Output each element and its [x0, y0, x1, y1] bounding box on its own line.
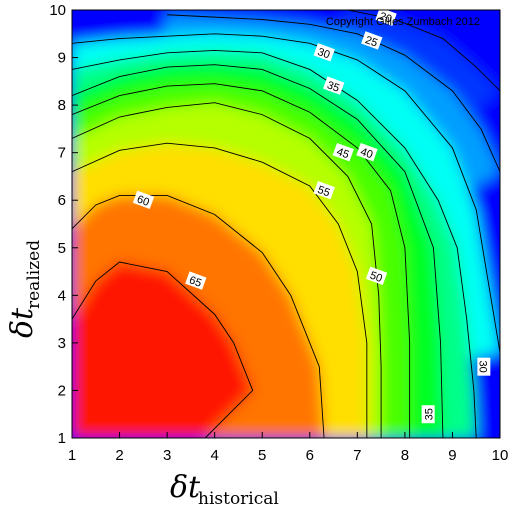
x-tick-label: 3 [163, 447, 171, 464]
contour-label-extra-0-text: 30 [476, 361, 488, 373]
contour-label-60-bg [132, 190, 155, 209]
x-tick-label: 10 [492, 447, 509, 464]
contour-label-extra-1: 35 [421, 405, 436, 424]
y-axis-ticks: 1 2 3 4 5 6 7 8 9 10 [49, 2, 78, 447]
x-tick-label: 5 [258, 447, 266, 464]
contour-line-40 [72, 64, 444, 438]
contour-label-30: 30 [313, 43, 335, 62]
contour-label-30-text: 30 [316, 46, 332, 61]
contour-label-65: 65 [185, 271, 207, 290]
contour-labels: 65 60 55 50 45 40 35 30 25 20 30 35 [132, 7, 491, 424]
plot-frame [71, 9, 501, 439]
contour-label-extra-0: 30 [476, 357, 491, 376]
contour-line-60 [72, 195, 325, 438]
copyright-annotation: Copyright Gilles Zumbach 2012 [326, 16, 480, 28]
contour-line-65 [72, 261, 254, 438]
y-tick-label: 8 [58, 97, 66, 114]
x-tick-label: 2 [115, 447, 123, 464]
contour-label-45-text: 45 [335, 146, 351, 161]
contour-line-35 [72, 49, 477, 438]
contour-lines [72, 10, 500, 438]
contour-line-45 [72, 83, 411, 438]
y-tick-label: 5 [58, 240, 66, 257]
y-axis-label: δt realized [5, 240, 44, 338]
y-tick-label: 1 [58, 430, 66, 447]
x-tick-label: 7 [353, 447, 361, 464]
contour-label-20-text: 20 [378, 10, 394, 25]
contour-label-55-text: 55 [316, 184, 332, 199]
contour-label-40: 40 [356, 143, 378, 162]
x-axis-label: δt historical [170, 470, 279, 509]
contour-label-extra-1-bg [421, 405, 435, 424]
x-axis-label-main: δt [170, 470, 201, 505]
contour-label-extra-1-text: 35 [424, 408, 436, 420]
x-axis-ticks: 1 2 3 4 5 6 7 8 9 10 [68, 432, 509, 464]
contour-label-25-text: 25 [363, 34, 379, 49]
y-tick-label: 6 [58, 192, 66, 209]
contour-label-55-bg [313, 181, 335, 200]
y-axis-label-main: δt [5, 307, 40, 338]
contour-label-60: 60 [132, 190, 155, 209]
y-tick-label: 4 [58, 287, 66, 304]
contour-label-50-bg [365, 266, 388, 286]
contour-line-55 [72, 142, 368, 438]
contour-line-25 [167, 14, 500, 172]
contour-label-25: 25 [361, 31, 383, 50]
y-tick-label: 3 [58, 335, 66, 352]
heatmap-surface [72, 10, 500, 438]
contour-label-extra-0-bg [477, 357, 491, 376]
y-tick-label: 9 [58, 50, 66, 67]
x-tick-label: 8 [401, 447, 409, 464]
contour-label-45-bg [332, 143, 354, 162]
contour-band-65 [72, 262, 253, 438]
x-tick-label: 6 [306, 447, 314, 464]
contour-label-20: 20 [375, 7, 397, 26]
contour-label-40-bg [356, 143, 378, 162]
contour-label-55: 55 [313, 181, 335, 200]
contour-label-40-text: 40 [359, 146, 375, 161]
y-axis-label-subscript: realized [24, 240, 44, 309]
contour-label-50-text: 50 [368, 270, 384, 285]
contour-label-25-bg [361, 31, 383, 50]
y-tick-label: 7 [58, 145, 66, 162]
contour-label-30-bg [313, 43, 335, 62]
x-tick-label: 9 [448, 447, 456, 464]
contour-line-50 [72, 102, 382, 438]
contour-label-45: 45 [332, 143, 354, 162]
contour-label-65-text: 65 [187, 274, 203, 289]
contour-label-50: 50 [365, 266, 388, 286]
contour-label-35-bg [323, 76, 345, 95]
x-tick-label: 4 [210, 447, 218, 464]
contour-label-65-bg [185, 271, 207, 290]
contour-label-20-bg [375, 7, 397, 26]
y-tick-label: 10 [49, 2, 66, 19]
x-axis-label-subscript: historical [198, 489, 279, 509]
contour-label-35: 35 [323, 76, 345, 95]
contour-label-60-text: 60 [135, 193, 151, 208]
y-tick-label: 2 [58, 382, 66, 399]
contour-label-35-text: 35 [325, 79, 341, 94]
x-tick-label: 1 [68, 447, 76, 464]
